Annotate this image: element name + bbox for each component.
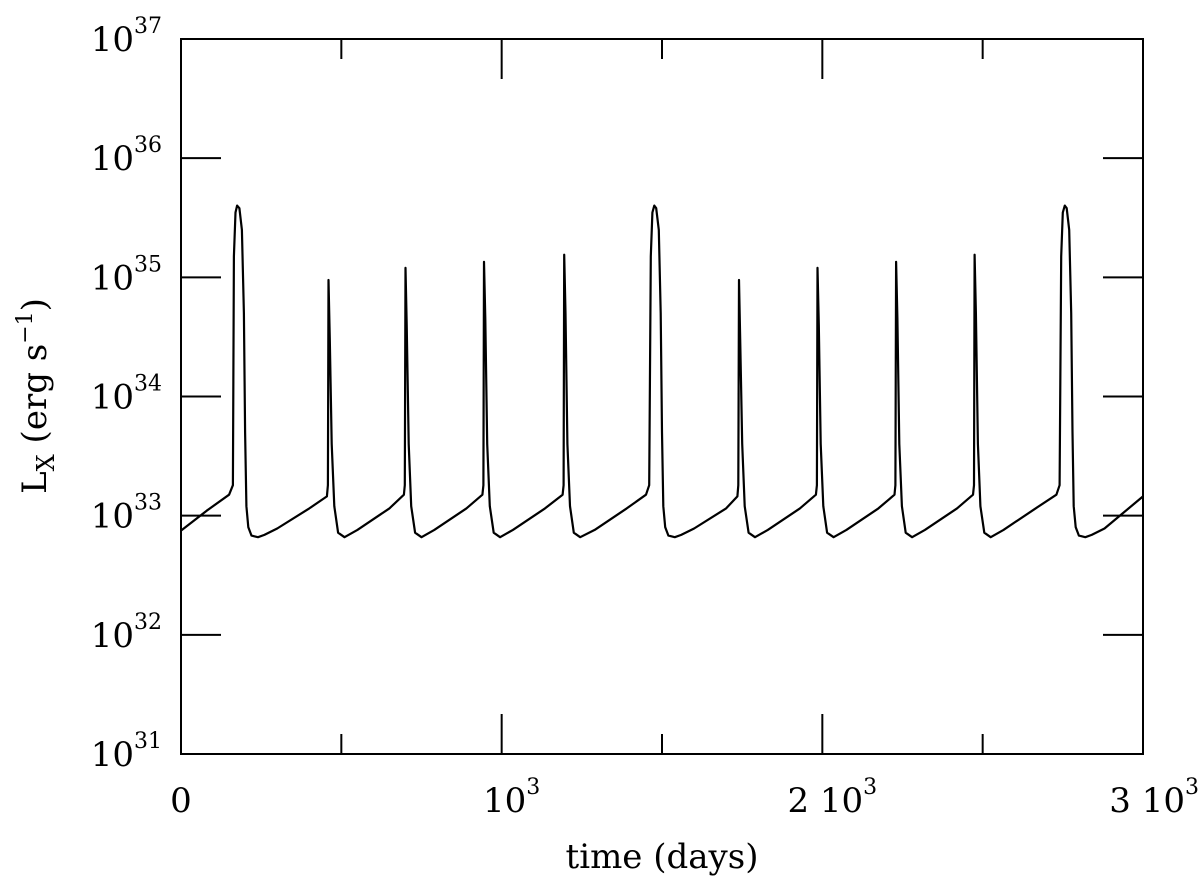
y-axis-title: LX (erg s−1) bbox=[13, 298, 60, 494]
y-tick-label-exp: 36 bbox=[134, 133, 162, 158]
y-axis-title-subscript: X bbox=[32, 454, 60, 471]
x-tick-label-exp: 3 bbox=[526, 775, 540, 800]
y-tick-label-exp: 35 bbox=[134, 252, 162, 277]
y-tick-label-base: 10 bbox=[91, 378, 134, 418]
x-tick-label-base: 10 bbox=[483, 781, 526, 821]
y-tick-label-6: 1037 bbox=[91, 14, 162, 60]
series-line bbox=[180, 204, 1144, 539]
y-tick-label-exp: 33 bbox=[134, 491, 162, 516]
y-tick-label-base: 10 bbox=[91, 735, 134, 775]
y-tick-label-0: 1031 bbox=[91, 729, 162, 775]
y-tick-label-exp: 32 bbox=[134, 610, 162, 635]
y-axis-title-units-close: ) bbox=[15, 298, 55, 311]
y-tick-label-base: 10 bbox=[91, 258, 134, 298]
x-tick-label-exp: 3 bbox=[1185, 775, 1199, 800]
y-tick-label-base: 10 bbox=[91, 139, 134, 179]
y-tick-label-3: 1034 bbox=[91, 372, 162, 418]
y-tick-label-exp: 37 bbox=[134, 14, 162, 39]
y-tick-label-base: 10 bbox=[91, 497, 134, 537]
y-axis-title-main: L bbox=[15, 471, 55, 494]
x-tick-label-2: 2 103 bbox=[787, 775, 877, 821]
x-tick-label-base: 0 bbox=[170, 781, 192, 821]
y-tick-label-exp: 34 bbox=[134, 372, 162, 397]
y-axis-title-units-exp: −1 bbox=[13, 311, 38, 343]
x-tick-label-1: 103 bbox=[483, 775, 540, 821]
y-tick-label-base: 10 bbox=[91, 20, 134, 60]
axis-ticks bbox=[180, 38, 1144, 755]
x-tick-label-0: 0 bbox=[170, 781, 192, 821]
y-tick-label-1: 1032 bbox=[91, 610, 162, 656]
y-axis-title-units: (erg s bbox=[15, 344, 55, 454]
y-tick-label-4: 1035 bbox=[91, 252, 162, 298]
x-tick-label-exp: 3 bbox=[863, 775, 877, 800]
x-tick-labels: 0 103 2 103 3 103 bbox=[170, 775, 1199, 821]
y-tick-label-2: 1033 bbox=[91, 491, 162, 537]
x-axis-title: time (days) bbox=[566, 837, 759, 877]
y-tick-label-exp: 31 bbox=[134, 729, 162, 754]
y-tick-label-5: 1036 bbox=[91, 133, 162, 179]
x-tick-label-base: 3 10 bbox=[1109, 781, 1185, 821]
y-tick-label-base: 10 bbox=[91, 616, 134, 656]
x-tick-label-3: 3 103 bbox=[1109, 775, 1199, 821]
x-tick-label-base: 2 10 bbox=[787, 781, 863, 821]
